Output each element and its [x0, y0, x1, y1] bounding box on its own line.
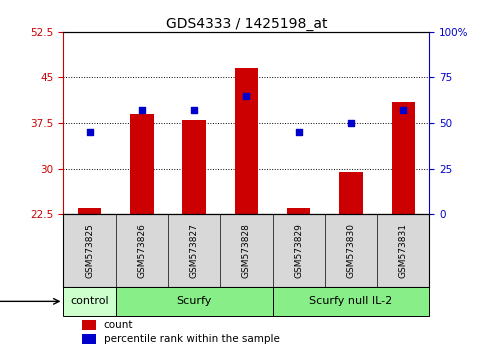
Bar — [78, 208, 102, 214]
Bar — [116, 287, 273, 316]
Bar — [273, 287, 429, 316]
Point — [347, 120, 355, 126]
Bar — [339, 172, 363, 214]
Point — [295, 129, 303, 135]
Text: Scurfy: Scurfy — [177, 296, 212, 306]
Bar — [63, 287, 116, 316]
Text: count: count — [104, 320, 133, 330]
Point — [86, 129, 94, 135]
Text: GSM573828: GSM573828 — [242, 223, 251, 278]
Title: GDS4333 / 1425198_at: GDS4333 / 1425198_at — [166, 17, 327, 31]
Bar — [235, 68, 258, 214]
Bar — [391, 102, 415, 214]
Text: Scurfy null IL-2: Scurfy null IL-2 — [309, 296, 393, 306]
Bar — [130, 114, 154, 214]
Text: GSM573831: GSM573831 — [399, 223, 408, 278]
Bar — [82, 335, 97, 344]
Point — [243, 93, 250, 98]
Point — [190, 107, 198, 113]
Text: GSM573830: GSM573830 — [346, 223, 356, 278]
Text: GSM573827: GSM573827 — [190, 223, 199, 278]
Text: GSM573826: GSM573826 — [137, 223, 146, 278]
Point — [138, 107, 146, 113]
Text: GSM573825: GSM573825 — [85, 223, 94, 278]
Text: percentile rank within the sample: percentile rank within the sample — [104, 334, 280, 344]
Bar — [82, 320, 97, 330]
Text: GSM573829: GSM573829 — [294, 223, 303, 278]
Text: control: control — [70, 296, 109, 306]
Point — [399, 107, 407, 113]
Bar — [287, 208, 310, 214]
Bar — [183, 120, 206, 214]
